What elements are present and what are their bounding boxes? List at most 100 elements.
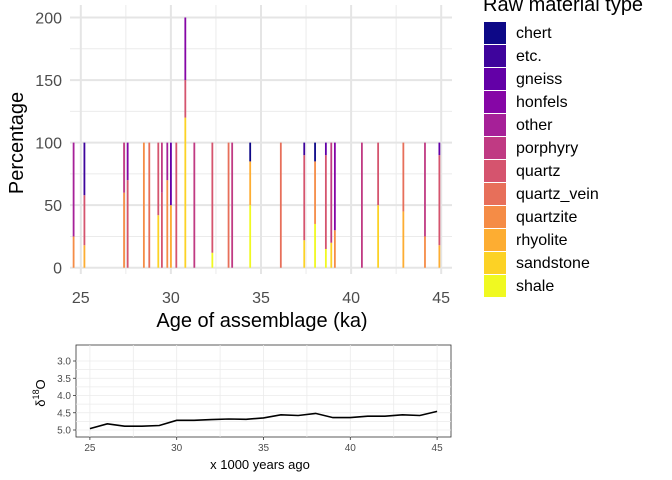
- legend-swatch: [484, 68, 506, 90]
- bar-segment-quartz_vein: [279, 142, 282, 268]
- legend-swatch: [484, 275, 506, 297]
- bar-segment-rhyolite: [83, 245, 86, 268]
- legend-label: sandstone: [516, 255, 590, 272]
- legend-label: chert: [516, 25, 552, 42]
- bottom-grid: [76, 345, 451, 437]
- legend-swatch: [484, 22, 506, 44]
- legend-item-sandstone: sandstone: [484, 252, 590, 274]
- y-tick-label: 50: [44, 198, 62, 215]
- bar-segment-honfels: [333, 142, 336, 231]
- bottom-y-tick-label: 3.5: [57, 374, 71, 385]
- bar-segment-quartz: [303, 155, 306, 241]
- legend-item-quartz: quartz: [484, 160, 560, 182]
- bar-segment-porphyry: [361, 142, 363, 268]
- legend-label: gneiss: [516, 71, 562, 88]
- bottom-x-tick-label: 35: [258, 443, 270, 454]
- top-chart: 25 30 35 40 45 0 50 100 150 200 Age of assemblag…: [6, 5, 452, 332]
- bottom-x-axis-label: x 1000 years ago: [210, 457, 310, 472]
- bar-segment-sandstone: [157, 215, 160, 268]
- legend-label: etc.: [516, 48, 542, 65]
- x-tick-label: 30: [162, 290, 180, 307]
- legend-item-quartzvein: quartz_vein: [484, 183, 599, 205]
- bar-segment-quartz: [211, 142, 214, 253]
- legend-swatch: [484, 252, 506, 274]
- legend-label: quartzite: [516, 209, 577, 226]
- bar-segment-shale: [211, 252, 214, 268]
- bar-segment-sandstone: [184, 117, 187, 268]
- bar-segment-shale: [314, 223, 316, 268]
- legend-label: quartz_vein: [516, 186, 599, 203]
- bottom-x-tick-label: 30: [171, 443, 183, 454]
- bottom-y-axis-label: δ18O: [31, 379, 48, 406]
- top-x-tick-labels: 25 30 35 40 45: [72, 290, 450, 307]
- bar-segment-porphyry: [424, 142, 426, 237]
- top-y-tick-labels: 0 50 100 150 200: [35, 11, 62, 278]
- legend-item-shale: shale: [484, 275, 554, 297]
- bottom-chart: 25 30 35 40 45 3.0 3.5 4.0 4.5 5.0 x 1000 years …: [31, 344, 452, 472]
- legend-item-gneiss: gneiss: [484, 68, 562, 90]
- x-tick-label: 35: [252, 290, 270, 307]
- bar-segment-sandstone: [377, 205, 380, 268]
- bar-segment-shale: [249, 205, 252, 268]
- legend-label: quartz: [516, 163, 560, 180]
- bar-segment-shale: [324, 248, 327, 268]
- legend-item-honfels: honfels: [484, 91, 568, 113]
- legend-items: chert etc. gneiss honfels other porphyry quart…: [484, 22, 599, 297]
- legend: Raw material type chert etc. gneiss honfels…: [483, 0, 643, 297]
- top-y-axis-label: Percentage: [6, 92, 28, 194]
- bar-segment-quartz: [126, 180, 129, 268]
- legend-swatch: [484, 206, 506, 228]
- bar-segment-quartzite: [333, 230, 336, 268]
- x-tick-label: 45: [432, 290, 450, 307]
- bar-segment-quartzite: [424, 236, 426, 268]
- isotope-superscript: 18: [31, 389, 41, 399]
- legend-label: other: [516, 117, 553, 134]
- bar-segment-porphyry: [160, 142, 163, 193]
- bar-segment-porphyry: [231, 142, 234, 268]
- legend-item-chert: chert: [484, 22, 552, 44]
- bottom-x-tick-label: 45: [432, 443, 444, 454]
- x-tick-label: 25: [72, 290, 90, 307]
- legend-swatch: [484, 114, 506, 136]
- legend-title: Raw material type: [483, 0, 643, 16]
- bottom-x-tick-label: 25: [84, 443, 96, 454]
- bar-segment-other: [72, 142, 75, 237]
- y-tick-label: 150: [35, 73, 62, 90]
- bar-segment-sandstone: [303, 240, 306, 268]
- bottom-x-tick-label: 40: [345, 443, 357, 454]
- top-bars: [72, 17, 441, 268]
- bar-segment-etc.: [83, 142, 86, 196]
- legend-label: shale: [516, 278, 554, 295]
- bottom-y-tick-label: 3.0: [57, 357, 71, 368]
- bar-segment-gneiss: [438, 142, 441, 156]
- legend-item-rhyolite: rhyolite: [484, 229, 568, 251]
- bottom-x-tick-labels: 25 30 35 40 45: [84, 437, 443, 454]
- legend-label: honfels: [516, 94, 568, 111]
- bar-segment-rhyolite: [438, 245, 441, 268]
- bar-segment-chert: [249, 142, 252, 162]
- oxygen-symbol: O: [33, 379, 48, 389]
- bar-segment-sandstone: [330, 242, 333, 268]
- bar-segment-quartz: [175, 142, 178, 268]
- y-tick-label: 100: [35, 136, 62, 153]
- bar-segment-porphyry: [193, 142, 196, 268]
- bar-segment-quartzite: [123, 192, 125, 268]
- o18-series-line: [89, 410, 438, 430]
- bar-segment-quartz: [160, 192, 163, 268]
- bar-segment-rhyolite: [402, 211, 405, 268]
- legend-swatch: [484, 91, 506, 113]
- x-tick-label: 40: [342, 290, 360, 307]
- bar-segment-rhyolite: [170, 205, 172, 268]
- bar-segment-quartz: [83, 195, 86, 246]
- top-x-axis-label: Age of assemblage (ka): [156, 310, 367, 332]
- bar-segment-rhyolite: [249, 161, 252, 206]
- bar-segment-quartz: [157, 142, 160, 216]
- bar-segment-porphyry: [330, 142, 333, 243]
- legend-swatch: [484, 160, 506, 182]
- bar-segment-chert: [314, 142, 316, 162]
- bottom-y-tick-label: 4.5: [57, 408, 71, 419]
- delta-symbol: δ: [33, 399, 48, 406]
- bar-segment-other: [166, 142, 169, 181]
- legend-swatch: [484, 183, 506, 205]
- bar-segment-honfels: [126, 142, 129, 181]
